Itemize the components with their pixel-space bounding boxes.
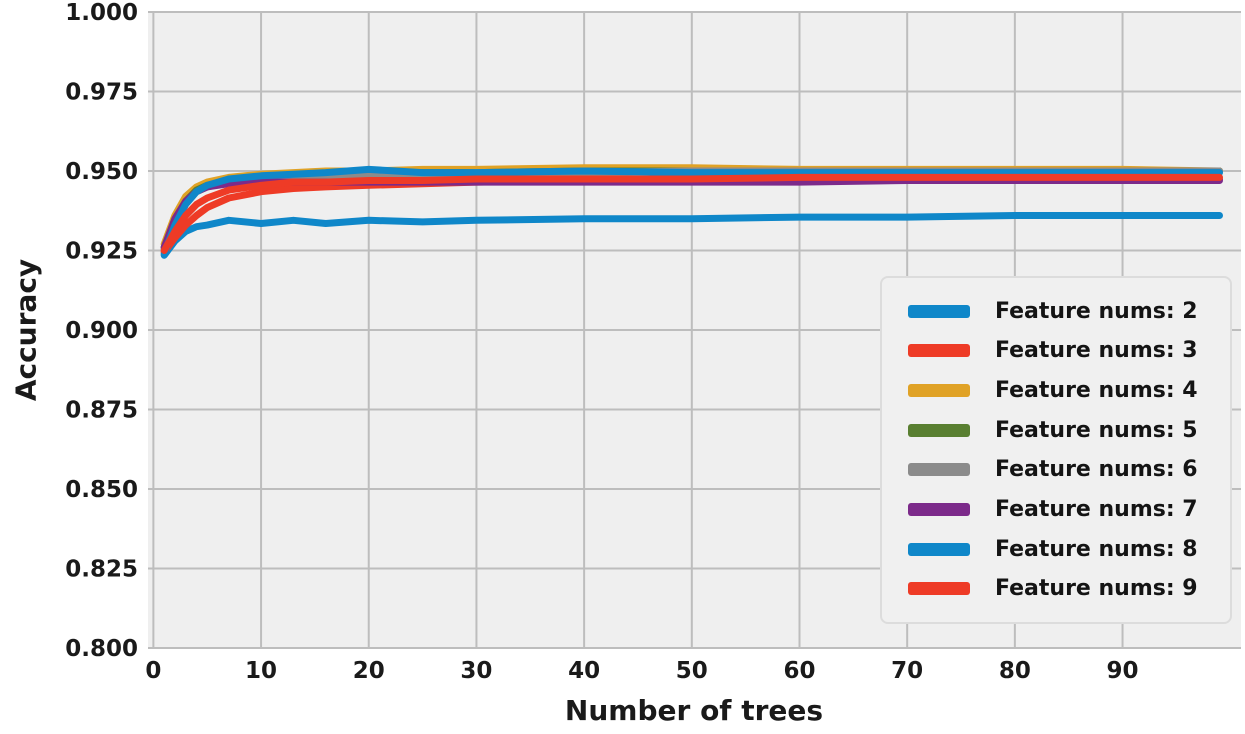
legend-item-8: Feature nums: 8: [882, 537, 1230, 562]
legend-label: Feature nums: 3: [995, 338, 1198, 364]
legend: Feature nums: 2 Feature nums: 3 Feature nu…: [880, 276, 1232, 624]
x-tick-label: 60: [783, 658, 815, 684]
x-tick-label: 70: [891, 658, 923, 684]
series-line-9: [160, 173, 1223, 254]
x-tick-label: 80: [999, 658, 1031, 684]
y-tick-label: 0.825: [65, 557, 138, 583]
legend-item-2: Feature nums: 2: [882, 299, 1230, 324]
x-tick-label: 10: [245, 658, 277, 684]
legend-swatch-icon: [908, 383, 970, 397]
legend-swatch-icon: [908, 502, 970, 516]
x-tick-label: 0: [145, 658, 161, 684]
legend-label: Feature nums: 6: [995, 457, 1198, 483]
legend-swatch-icon: [908, 463, 970, 477]
x-axis-label: Number of trees: [564, 694, 824, 727]
x-tick-label: 20: [353, 658, 385, 684]
legend-swatch-icon: [908, 304, 970, 318]
x-tick-label: 30: [460, 658, 492, 684]
legend-item-5: Feature nums: 5: [882, 418, 1230, 443]
series-line-8: [160, 165, 1223, 258]
y-tick-label: 0.950: [65, 159, 138, 185]
legend-label: Feature nums: 5: [995, 417, 1198, 443]
legend-item-9: Feature nums: 9: [882, 576, 1230, 601]
legend-item-7: Feature nums: 7: [882, 497, 1230, 522]
legend-label: Feature nums: 9: [995, 576, 1198, 602]
legend-label: Feature nums: 4: [995, 377, 1198, 403]
legend-item-4: Feature nums: 4: [882, 378, 1230, 403]
y-tick-label: 1.000: [65, 0, 138, 26]
y-tick-label: 0.800: [65, 636, 138, 662]
y-tick-label: 0.875: [65, 398, 138, 424]
y-tick-label: 0.850: [65, 477, 138, 503]
x-tick-label: 40: [568, 658, 600, 684]
legend-label: Feature nums: 7: [995, 496, 1198, 522]
series-line-2: [160, 212, 1223, 259]
legend-label: Feature nums: 8: [995, 536, 1198, 562]
legend-item-3: Feature nums: 3: [882, 338, 1230, 363]
legend-item-6: Feature nums: 6: [882, 457, 1230, 482]
x-tick-label: 90: [1107, 658, 1139, 684]
y-axis-label: Accuracy: [9, 258, 43, 402]
legend-label: Feature nums: 2: [995, 298, 1198, 324]
y-tick-label: 0.925: [65, 239, 138, 265]
y-tick-label: 0.900: [65, 318, 138, 344]
x-tick-label: 50: [676, 658, 708, 684]
legend-swatch-icon: [908, 344, 970, 358]
legend-swatch-icon: [908, 542, 970, 556]
legend-swatch-icon: [908, 582, 970, 596]
y-tick-label: 0.975: [65, 80, 138, 106]
legend-swatch-icon: [908, 423, 970, 437]
